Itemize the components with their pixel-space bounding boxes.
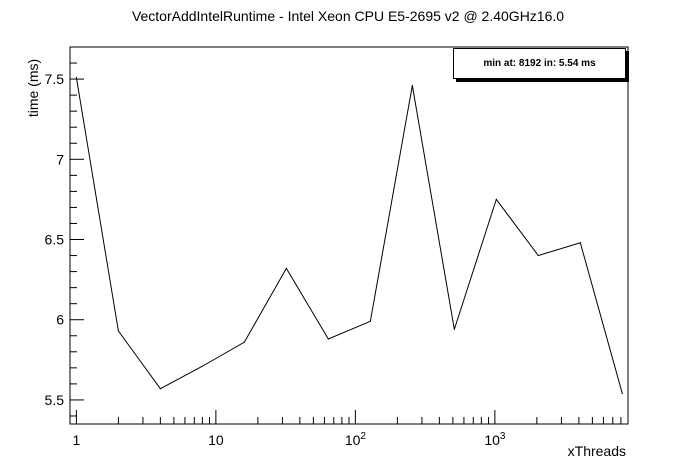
x-tick-label: 10: [208, 432, 224, 448]
data-point: [369, 320, 371, 322]
x-axis-label: xThreads: [567, 443, 626, 459]
data-point: [117, 330, 119, 332]
data-point: [327, 338, 329, 340]
x-tick-label: 103: [484, 431, 506, 448]
y-tick-label: 7.5: [45, 71, 65, 87]
data-point: [579, 242, 581, 244]
x-tick-label: 102: [345, 431, 367, 448]
plot-frame: [69, 46, 629, 425]
data-point: [537, 254, 539, 257]
data-point: [453, 328, 455, 330]
x-tick-label: 1: [72, 432, 80, 448]
data-point: [411, 84, 413, 87]
data-point: [201, 365, 203, 367]
chart-title: VectorAddIntelRuntime - Intel Xeon CPU E…: [131, 8, 565, 24]
data-point: [159, 388, 161, 390]
y-tick-label: 6: [56, 312, 64, 328]
y-axis-label: time (ms): [25, 58, 41, 118]
y-tick-label: 7: [56, 151, 64, 167]
y-tick-label: 5.5: [45, 392, 65, 408]
y-tick-label: 6.5: [45, 232, 65, 248]
data-point: [243, 341, 245, 343]
series-line: [75, 77, 623, 394]
data-point: [495, 198, 497, 201]
data-point: [75, 76, 77, 79]
stats-box: min at: 8192 in: 5.54 ms: [453, 48, 626, 79]
data-point: [285, 267, 287, 269]
data-point: [621, 392, 623, 395]
